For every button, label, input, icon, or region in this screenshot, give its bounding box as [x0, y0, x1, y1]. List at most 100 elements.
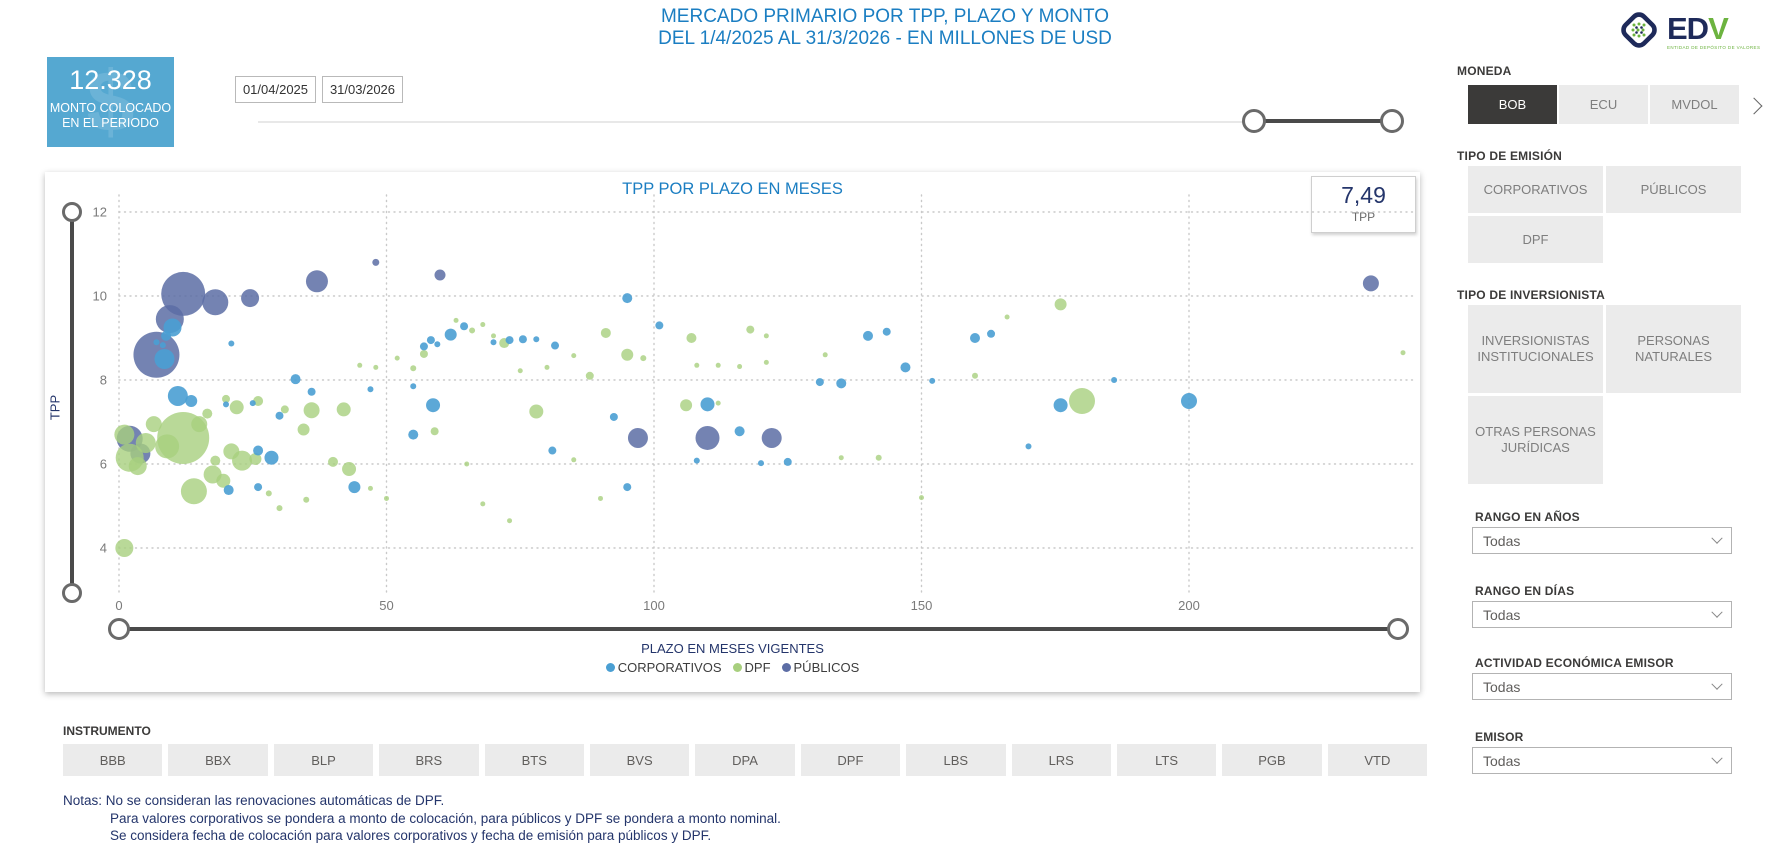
bubble-corporativos[interactable]: [348, 481, 361, 494]
bubble-dpf[interactable]: [544, 364, 550, 370]
bubble-dpf[interactable]: [191, 416, 208, 433]
rango-dias-dropdown[interactable]: Todas: [1472, 601, 1732, 628]
bubble-corporativos[interactable]: [929, 377, 936, 384]
bubble-públicos[interactable]: [202, 289, 229, 316]
bubble-corporativos[interactable]: [290, 374, 301, 385]
bubble-corporativos[interactable]: [426, 398, 441, 413]
inversionista-option-otras-juridicas[interactable]: OTRAS PERSONAS JURÍDICAS: [1468, 396, 1603, 484]
bubble-dpf[interactable]: [394, 355, 400, 361]
bubble-corporativos[interactable]: [185, 395, 198, 407]
instrument-dpa[interactable]: DPA: [695, 744, 795, 776]
bubble-corporativos[interactable]: [408, 429, 419, 440]
bubble-corporativos[interactable]: [863, 330, 873, 341]
bubble-dpf[interactable]: [232, 450, 253, 471]
bubble-dpf[interactable]: [763, 333, 769, 339]
instrument-bbb[interactable]: BBB: [63, 744, 163, 776]
instrument-bvs[interactable]: BVS: [589, 744, 690, 776]
bubble-dpf[interactable]: [571, 353, 577, 359]
bubble-corporativos[interactable]: [444, 328, 457, 341]
instrument-blp[interactable]: BLP: [273, 744, 374, 776]
emision-option-publicos[interactable]: PÚBLICOS: [1606, 166, 1741, 213]
bubble-corporativos[interactable]: [419, 342, 428, 351]
bubble-corporativos[interactable]: [882, 327, 891, 336]
date-slider-handle-right[interactable]: [1380, 109, 1404, 133]
bubble-corporativos[interactable]: [1181, 393, 1197, 409]
bubble-dpf[interactable]: [114, 424, 135, 445]
date-start-input[interactable]: 01/04/2025: [235, 76, 316, 103]
instrument-vtd[interactable]: VTD: [1327, 744, 1428, 776]
rango-anos-dropdown[interactable]: Todas: [1472, 527, 1732, 554]
bubble-corporativos[interactable]: [1111, 377, 1118, 383]
legend-item-corporativos[interactable]: CORPORATIVOS: [605, 660, 722, 675]
bubble-corporativos[interactable]: [505, 336, 514, 345]
bubble-dpf[interactable]: [737, 364, 743, 370]
bubble-dpf[interactable]: [491, 333, 496, 339]
bubble-dpf[interactable]: [280, 405, 289, 414]
bubble-corporativos[interactable]: [609, 412, 618, 421]
bubble-corporativos[interactable]: [1053, 398, 1068, 413]
bubble-dpf[interactable]: [1069, 388, 1095, 414]
bubble-dpf[interactable]: [202, 408, 213, 419]
instrument-brs[interactable]: BRS: [379, 744, 479, 776]
bubble-corporativos[interactable]: [783, 457, 792, 466]
x-zoom-handle-right[interactable]: [1387, 618, 1409, 640]
bubble-dpf[interactable]: [875, 454, 882, 461]
emisor-dropdown[interactable]: Todas: [1472, 747, 1732, 774]
bubble-corporativos[interactable]: [518, 335, 527, 344]
bubble-públicos[interactable]: [372, 258, 380, 266]
bubble-corporativos[interactable]: [551, 341, 560, 350]
bubble-dpf[interactable]: [210, 455, 221, 466]
y-zoom-handle-bottom[interactable]: [62, 583, 82, 603]
instrument-bbx[interactable]: BBX: [168, 744, 268, 776]
bubble-corporativos[interactable]: [223, 485, 234, 496]
bubble-dpf[interactable]: [600, 327, 611, 338]
bubble-dpf[interactable]: [585, 371, 594, 380]
bubble-dpf[interactable]: [480, 501, 486, 507]
bubble-públicos[interactable]: [161, 271, 206, 316]
bubble-dpf[interactable]: [517, 368, 523, 374]
bubble-dpf[interactable]: [763, 359, 769, 365]
bubble-corporativos[interactable]: [275, 411, 284, 420]
bubble-corporativos[interactable]: [264, 450, 279, 465]
bubble-dpf[interactable]: [972, 372, 978, 379]
actividad-economica-dropdown[interactable]: Todas: [1472, 673, 1732, 700]
moneda-option-ecu[interactable]: ECU: [1559, 85, 1648, 124]
bubble-corporativos[interactable]: [153, 339, 160, 346]
bubble-dpf[interactable]: [115, 539, 134, 557]
bubble-dpf[interactable]: [822, 352, 828, 358]
bubble-dpf[interactable]: [694, 362, 700, 368]
bubble-corporativos[interactable]: [167, 385, 188, 406]
bubble-corporativos[interactable]: [970, 333, 980, 343]
bubble-dpf[interactable]: [571, 457, 577, 463]
bubble-corporativos[interactable]: [987, 329, 996, 338]
bubble-corporativos[interactable]: [758, 460, 764, 467]
bubble-corporativos[interactable]: [254, 483, 263, 492]
bubble-dpf[interactable]: [621, 348, 634, 361]
bubble-dpf[interactable]: [410, 365, 417, 372]
bubble-dpf[interactable]: [367, 485, 373, 491]
bubble-corporativos[interactable]: [223, 401, 229, 408]
bubble-públicos[interactable]: [627, 427, 648, 448]
bubble-corporativos[interactable]: [836, 378, 847, 389]
date-end-input[interactable]: 31/03/2026: [322, 76, 403, 103]
inversionista-option-institucionales[interactable]: INVERSIONISTAS INSTITUCIONALES: [1468, 305, 1603, 393]
bubble-corporativos[interactable]: [815, 378, 824, 387]
bubble-dpf[interactable]: [919, 495, 924, 501]
bubble-dpf[interactable]: [276, 505, 283, 512]
bubble-dpf[interactable]: [216, 473, 231, 488]
y-zoom-handle-top[interactable]: [62, 202, 82, 222]
bubble-dpf[interactable]: [529, 404, 544, 419]
bubble-corporativos[interactable]: [490, 339, 497, 346]
bubble-dpf[interactable]: [384, 495, 389, 501]
date-slider-track[interactable]: [258, 121, 1398, 123]
bubble-dpf[interactable]: [180, 478, 207, 505]
bubble-dpf[interactable]: [453, 317, 459, 323]
bubble-públicos[interactable]: [761, 427, 782, 448]
bubble-dpf[interactable]: [297, 423, 310, 436]
emision-option-corporativos[interactable]: CORPORATIVOS: [1468, 166, 1603, 213]
bubble-corporativos[interactable]: [734, 426, 745, 437]
instrument-dpf[interactable]: DPF: [800, 744, 901, 776]
instrument-lrs[interactable]: LRS: [1011, 744, 1111, 776]
bubble-corporativos[interactable]: [1025, 443, 1032, 450]
bubble-dpf[interactable]: [303, 496, 310, 503]
